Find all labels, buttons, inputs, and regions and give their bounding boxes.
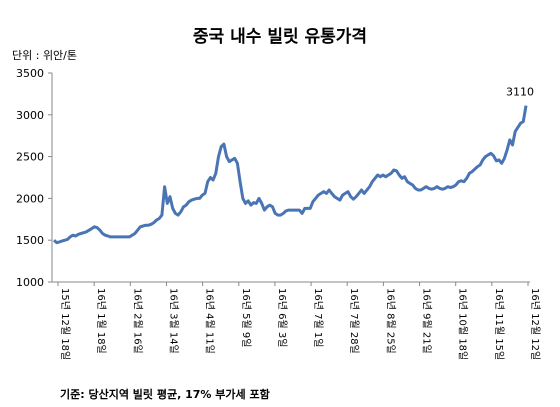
price-series: 3110 <box>52 86 534 245</box>
x-tick-label: 16년 12월 12일 <box>529 288 541 360</box>
x-tick-label: 16년 5월 9일 <box>240 288 252 347</box>
x-tick-label: 16년 10월 18일 <box>457 288 469 360</box>
x-tick-label: 16년 3월 14일 <box>167 288 179 354</box>
y-tick-label: 3500 <box>16 67 44 80</box>
x-tick-label: 16년 9월 21일 <box>421 288 433 354</box>
y-tick-label: 2000 <box>16 192 44 205</box>
y-axis: 1000 1500 2000 2500 3000 3500 <box>16 67 53 289</box>
unit-label: 단위 : 위안/톤 <box>12 49 78 62</box>
series-line <box>52 105 528 245</box>
y-tick-label: 1000 <box>16 276 44 289</box>
y-tick-label: 1500 <box>16 234 44 247</box>
x-tick-label: 16년 7월 1일 <box>312 288 324 347</box>
x-tick-label: 16년 1월 18일 <box>95 288 107 354</box>
x-tick-label: 15년 12월 18일 <box>59 288 71 360</box>
chart-title: 중국 내수 빌릿 유통가격 <box>192 27 368 47</box>
end-value-label: 3110 <box>506 86 534 99</box>
y-tick-label: 3000 <box>16 109 44 122</box>
source-note: 기준: 당산지역 빌릿 평균, 17% 부가세 포함 <box>60 388 270 401</box>
y-tick-label: 2500 <box>16 151 44 164</box>
x-tick-label: 16년 4월 11일 <box>204 288 216 354</box>
x-tick-label: 16년 6월 3일 <box>276 288 288 347</box>
x-tick-label: 16년 7월 28일 <box>348 288 360 354</box>
x-tick-label: 16년 8월 25일 <box>384 288 396 354</box>
x-axis: 15년 12월 18일 16년 1월 18일 16년 2월 16일 16년 3월 14… <box>52 281 541 360</box>
x-tick-label: 16년 11월 15일 <box>493 288 505 360</box>
x-tick-label: 16년 2월 16일 <box>131 288 143 354</box>
